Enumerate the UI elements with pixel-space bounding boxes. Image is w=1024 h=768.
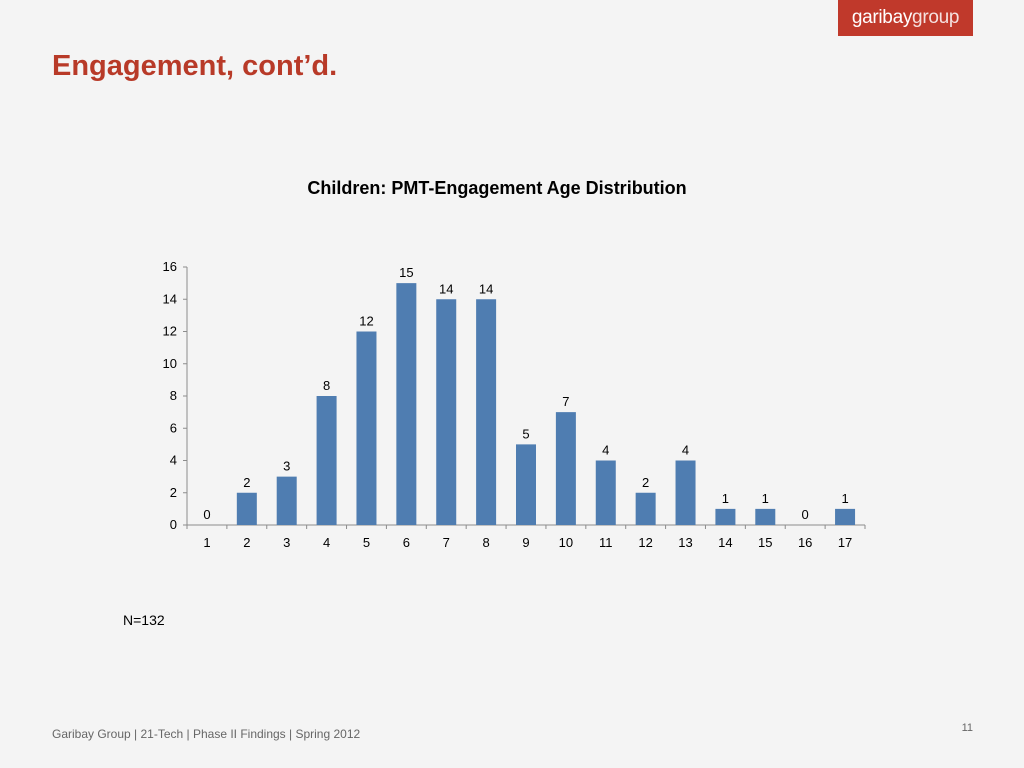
bar bbox=[436, 299, 457, 525]
sample-size-label: N=132 bbox=[123, 612, 165, 628]
bar bbox=[276, 476, 297, 525]
data-label: 5 bbox=[522, 426, 529, 441]
logo-text-secondary: group bbox=[912, 7, 960, 28]
bar bbox=[356, 331, 377, 525]
bar bbox=[835, 508, 856, 525]
bar bbox=[755, 508, 776, 525]
x-tick-label: 4 bbox=[323, 535, 330, 550]
bar bbox=[595, 460, 616, 525]
data-label: 4 bbox=[682, 443, 689, 458]
x-tick-label: 8 bbox=[483, 535, 490, 550]
x-tick-label: 12 bbox=[638, 535, 652, 550]
x-tick-label: 5 bbox=[363, 535, 370, 550]
y-tick-label: 12 bbox=[163, 324, 177, 339]
data-label: 1 bbox=[762, 491, 769, 506]
x-tick-label: 11 bbox=[599, 535, 613, 550]
x-tick-label: 16 bbox=[798, 535, 812, 550]
data-label: 15 bbox=[399, 265, 413, 280]
brand-logo: garibaygroup bbox=[838, 0, 973, 36]
y-tick-label: 10 bbox=[163, 356, 177, 371]
bar bbox=[635, 492, 656, 525]
bar bbox=[555, 412, 576, 525]
footer-text: Garibay Group | 21-Tech | Phase II Findi… bbox=[52, 727, 361, 741]
data-label: 8 bbox=[323, 378, 330, 393]
data-label: 1 bbox=[841, 491, 848, 506]
data-label: 12 bbox=[359, 314, 373, 329]
data-label: 0 bbox=[802, 507, 809, 522]
page-number: 11 bbox=[961, 722, 973, 734]
x-tick-label: 17 bbox=[838, 535, 852, 550]
bar bbox=[316, 396, 337, 525]
x-tick-label: 14 bbox=[718, 535, 732, 550]
bar bbox=[516, 444, 536, 525]
x-tick-label: 1 bbox=[203, 535, 210, 550]
data-label: 14 bbox=[439, 281, 453, 296]
bar bbox=[675, 460, 696, 525]
x-tick-label: 7 bbox=[443, 535, 450, 550]
y-tick-label: 6 bbox=[170, 420, 177, 435]
logo-text-primary: garibay bbox=[851, 7, 913, 28]
y-tick-label: 4 bbox=[170, 453, 177, 468]
data-label: 1 bbox=[722, 491, 729, 506]
bar bbox=[715, 508, 736, 525]
y-tick-label: 0 bbox=[170, 517, 177, 532]
data-label: 2 bbox=[243, 475, 250, 490]
data-label: 3 bbox=[283, 459, 290, 474]
y-tick-label: 16 bbox=[163, 259, 177, 274]
data-label: 4 bbox=[602, 443, 609, 458]
x-tick-label: 15 bbox=[758, 535, 772, 550]
x-tick-label: 13 bbox=[678, 535, 692, 550]
y-tick-label: 2 bbox=[170, 485, 177, 500]
bar bbox=[236, 492, 257, 525]
data-label: 7 bbox=[562, 394, 569, 409]
page-title: Engagement, cont’d. bbox=[52, 50, 338, 82]
x-tick-label: 6 bbox=[403, 535, 410, 550]
x-tick-label: 2 bbox=[243, 535, 250, 550]
bar bbox=[396, 283, 417, 525]
data-label: 14 bbox=[479, 281, 493, 296]
bar bbox=[476, 299, 497, 525]
data-label: 2 bbox=[642, 475, 649, 490]
y-tick-label: 14 bbox=[163, 291, 177, 306]
chart-title: Children: PMT-Engagement Age Distributio… bbox=[307, 178, 687, 198]
x-tick-label: 9 bbox=[522, 535, 529, 550]
x-tick-label: 10 bbox=[559, 535, 573, 550]
y-tick-label: 8 bbox=[170, 388, 177, 403]
x-tick-label: 3 bbox=[283, 535, 290, 550]
data-label: 0 bbox=[203, 507, 210, 522]
